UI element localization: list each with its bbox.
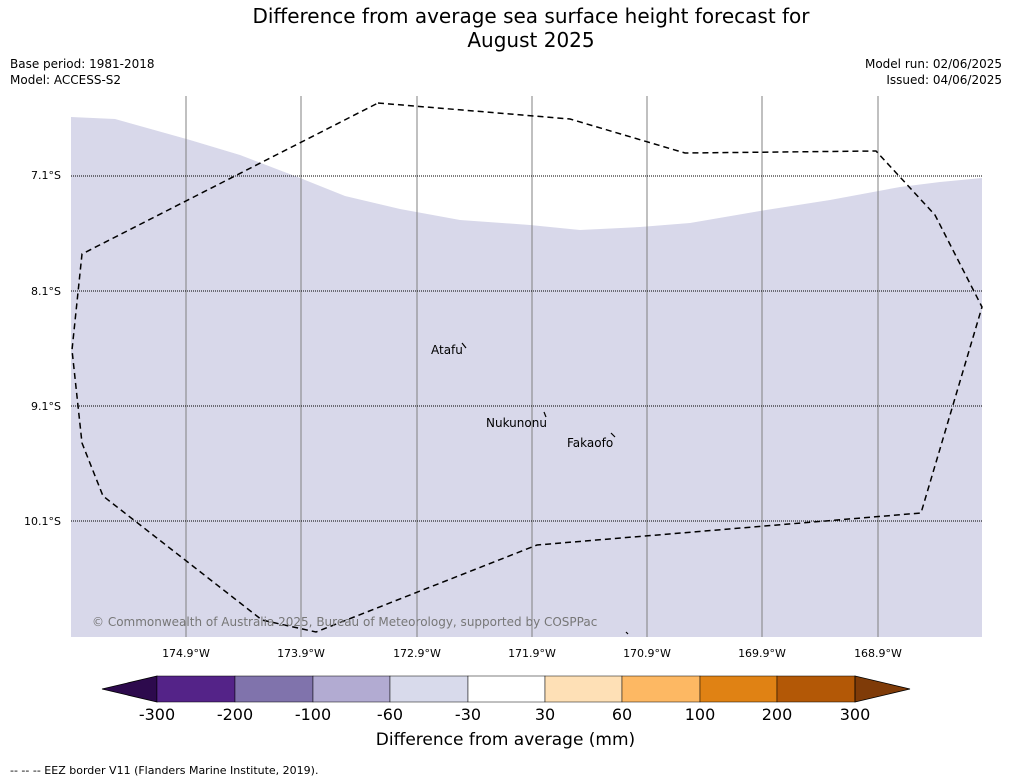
cb-tick-neg30: -30 [454,705,482,724]
eez-legend-note: -- -- -- EEZ border V11 (Flanders Marine… [10,764,319,777]
cb-tick-30: 30 [534,705,556,724]
colorbar-extend-high [854,675,911,703]
cb-tick-100: 100 [684,705,716,724]
title-line-1: Difference from average sea surface heig… [252,4,810,28]
colorbar-bin-7 [621,675,701,703]
cb-tick-neg60: -60 [376,705,404,724]
cb-tick-60: 60 [611,705,633,724]
nukunonu-island [543,411,547,418]
atafu-island [461,342,467,349]
cb-tick-300: 300 [839,705,871,724]
place-atafu: Atafu [431,343,463,357]
colorbar-bin-3 [312,675,391,703]
lon-label-168-9: 168.9°W [854,647,902,660]
lon-label-173-9: 173.9°W [277,647,325,660]
cb-tick-200: 200 [761,705,793,724]
colorbar-bin-8 [699,675,778,703]
cb-tick-neg200: -200 [216,705,254,724]
eez-border [71,102,983,633]
issued-date: Issued: 04/06/2025 [886,73,1002,87]
lon-label-171-9: 171.9°W [508,647,556,660]
cb-tick-neg300: -300 [138,705,176,724]
title-line-2: August 2025 [467,28,595,52]
colorbar-bin-4 [389,675,469,703]
base-period: Base period: 1981-2018 [10,57,155,71]
lon-label-170-9: 170.9°W [623,647,671,660]
small-reef [625,631,629,635]
place-nukunonu: Nukunonu [486,416,547,430]
lat-label-7-1: 7.1°S [31,169,61,182]
colorbar-bin-5 [467,675,546,703]
colorbar-bin-1 [156,675,236,703]
colorbar-label: Difference from average (mm) [375,730,636,750]
colorbar-bin-9 [776,675,856,703]
place-fakaofo: Fakaofo [567,436,614,450]
meridian-lines [185,96,879,637]
meta-left: Base period: 1981-2018 Model: ACCESS-S2 [10,56,155,88]
copyright-notice: © Commonwealth of Australia 2025, Bureau… [92,615,598,629]
colorbar-bin-2 [234,675,314,703]
lon-label-169-9: 169.9°W [738,647,786,660]
lon-label-172-9: 172.9°W [393,647,441,660]
model-run: Model run: 02/06/2025 [864,57,1002,71]
colorbar-extend-low [101,675,158,703]
fakaofo-island [610,432,616,438]
chart-title: Difference from average sea surface heig… [0,4,1011,52]
colorbar-bin-6 [544,675,623,703]
model-name: Model: ACCESS-S2 [10,73,122,87]
lon-label-174-9: 174.9°W [162,647,210,660]
cb-tick-neg100: -100 [294,705,332,724]
meta-right: Model run: 02/06/2025 Issued: 04/06/2025 [865,56,1002,88]
lat-label-9-1: 9.1°S [31,400,61,413]
lat-label-10-1: 10.1°S [24,515,61,528]
anomaly-fill-region [71,117,982,637]
lat-label-8-1: 8.1°S [31,285,61,298]
